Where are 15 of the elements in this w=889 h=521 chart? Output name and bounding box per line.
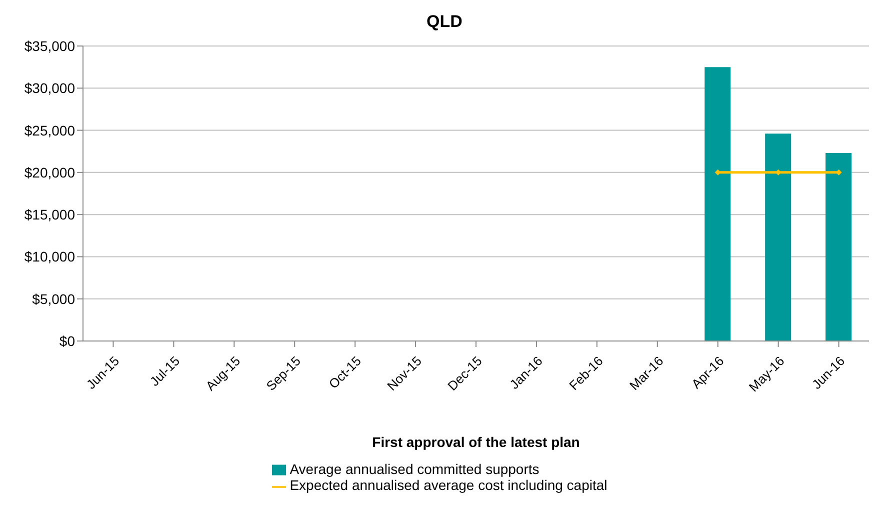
y-tick-label: $10,000: [24, 248, 76, 265]
y-tick-label: $35,000: [24, 38, 76, 54]
y-tick-label: $15,000: [24, 206, 76, 223]
legend-label: Average annualised committed supports: [290, 461, 540, 477]
bar: [765, 134, 792, 341]
y-tick-label: $30,000: [24, 80, 76, 96]
x-axis-title: First approval of the latest plan: [372, 434, 580, 450]
y-tick-label: $25,000: [24, 122, 76, 138]
chart-title: QLD: [426, 11, 464, 33]
y-tick-label: $20,000: [24, 164, 76, 180]
y-tick-label: $5,000: [32, 290, 76, 307]
bar: [704, 67, 731, 341]
bar: [826, 153, 852, 341]
y-tick-label: $0: [59, 332, 76, 349]
legend-label: Expected annualised average cost including capital: [290, 477, 608, 494]
